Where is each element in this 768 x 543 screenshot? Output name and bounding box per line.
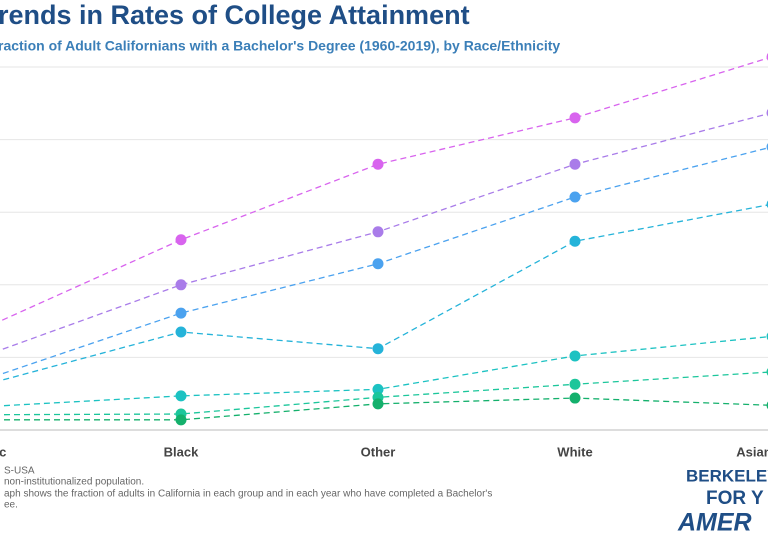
- data-point: [570, 191, 581, 202]
- data-point: [373, 226, 384, 237]
- data-point: [373, 398, 384, 409]
- data-point: [373, 258, 384, 269]
- plot: ispanic Black Other White Asian or Pa: [0, 51, 768, 459]
- data-point: [570, 112, 581, 123]
- chart-title: rends in Rates of College Attainment: [0, 0, 470, 30]
- logo-text: FOR Y: [706, 488, 764, 509]
- chart-subtitle: raction of Adult Californians with a Bac…: [0, 38, 560, 54]
- series-line: [0, 372, 768, 415]
- data-point: [570, 393, 581, 404]
- x-tick-label: Other: [361, 444, 396, 459]
- data-point: [570, 236, 581, 247]
- data-point: [176, 390, 187, 401]
- x-tick-label: Black: [164, 444, 199, 459]
- data-point: [176, 326, 187, 337]
- logo-text: BERKELEY: [686, 466, 768, 485]
- series-line: [0, 336, 768, 406]
- data-point: [176, 279, 187, 290]
- data-point: [176, 414, 187, 425]
- x-tick-label: ispanic: [0, 444, 6, 459]
- note: aph shows the fraction of adults in Cali…: [4, 489, 492, 500]
- series-line: [0, 57, 768, 329]
- note: S-USA: [4, 466, 35, 477]
- data-point: [373, 343, 384, 354]
- series-line: [0, 398, 768, 420]
- logo-text: AMER: [677, 509, 752, 537]
- note: non-institutionalized population.: [4, 477, 144, 488]
- data-point: [570, 159, 581, 170]
- data-point: [373, 159, 384, 170]
- data-point: [570, 350, 581, 361]
- data-point: [176, 308, 187, 319]
- note: ee.: [4, 500, 18, 511]
- data-point: [570, 379, 581, 390]
- series-line: [0, 147, 768, 380]
- x-tick-label: White: [557, 444, 592, 459]
- series-line: [0, 113, 768, 356]
- x-tick-label: Asian or Pa: [736, 444, 768, 459]
- data-point: [176, 234, 187, 245]
